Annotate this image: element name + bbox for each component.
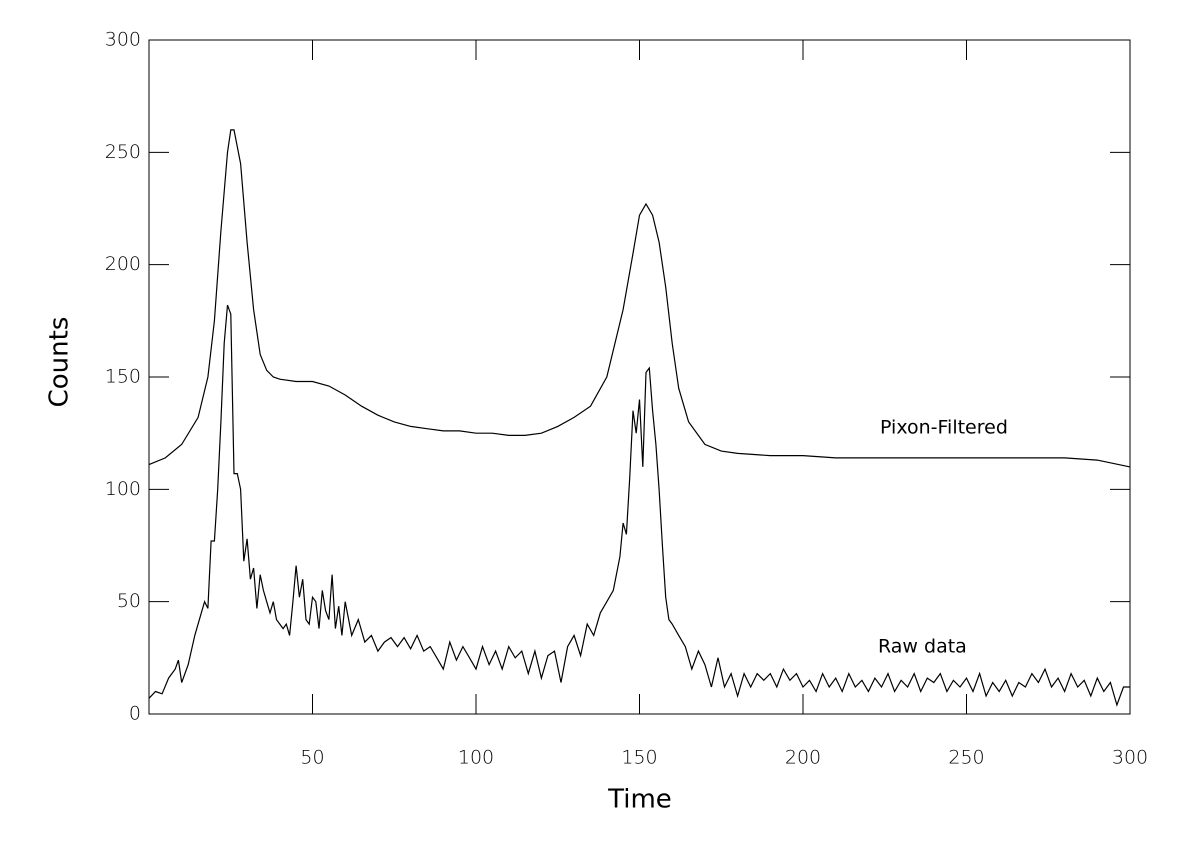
x-tick-label: 200 — [785, 747, 821, 769]
y-tick-label: 150 — [105, 366, 141, 388]
y-tick-label: 100 — [105, 478, 141, 500]
x-tick-label: 50 — [300, 747, 324, 769]
y-tick-label: 250 — [105, 141, 141, 163]
x-tick-label: 150 — [621, 747, 657, 769]
series-label: Pixon-Filtered — [880, 417, 1008, 439]
y-tick-label: 300 — [105, 29, 141, 51]
series-line — [148, 304, 1130, 707]
series-label: Raw data — [878, 636, 967, 658]
x-tick-label: 250 — [948, 747, 984, 769]
y-tick-label: 0 — [129, 703, 141, 725]
y-tick-label: 50 — [117, 590, 141, 612]
x-tick-label: 300 — [1112, 747, 1148, 769]
y-axis-label: Counts — [45, 317, 75, 408]
x-axis-label: Time — [607, 785, 672, 815]
y-tick-label: 200 — [105, 253, 141, 275]
x-tick-label: 100 — [458, 747, 494, 769]
plot-frame — [148, 39, 1131, 715]
series-line — [148, 129, 1131, 468]
